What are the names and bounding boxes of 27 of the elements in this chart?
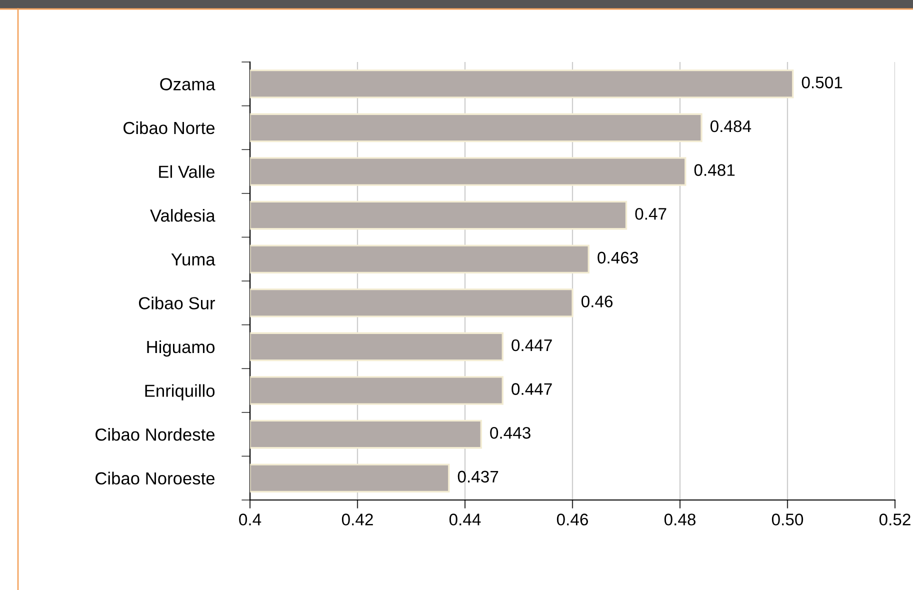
data-label: 0.437	[458, 470, 498, 483]
y-tick-label: Yuma	[171, 253, 216, 266]
data-label: 0.481	[694, 164, 735, 176]
data-label: 0.46	[581, 296, 613, 308]
y-tick-label: Cibao Noroeste	[96, 472, 215, 485]
y-tick-label: Valdesia	[150, 209, 216, 222]
data-label: 0.484	[710, 120, 752, 132]
data-label: 0.47	[635, 208, 666, 220]
y-tick-label: Ozama	[160, 78, 216, 90]
x-tick-label: 0.42	[342, 514, 373, 526]
data-label: 0.447	[512, 339, 552, 352]
y-tick-label: Cibao Sur	[138, 296, 215, 310]
x-tick-label: 0.48	[664, 514, 696, 526]
data-label: 0.501	[802, 76, 842, 88]
data-label: 0.463	[598, 252, 638, 264]
y-tick-label: El Valle	[159, 165, 215, 178]
y-tick-label: Cibao Nordeste	[96, 428, 215, 441]
data-label: 0.447	[512, 383, 552, 395]
x-tick-label: 0.46	[556, 514, 588, 526]
x-tick-label: 0.4	[239, 514, 262, 526]
y-tick-label: Cibao Norte	[124, 121, 215, 134]
x-tick-label: 0.44	[449, 514, 481, 526]
x-tick-label: 0.52	[879, 514, 910, 526]
data-label: 0.443	[490, 426, 530, 439]
y-tick-label: Higuamo	[147, 340, 215, 357]
x-tick-label: 0.50	[772, 514, 804, 526]
y-tick-label: Enriquillo	[145, 384, 215, 400]
